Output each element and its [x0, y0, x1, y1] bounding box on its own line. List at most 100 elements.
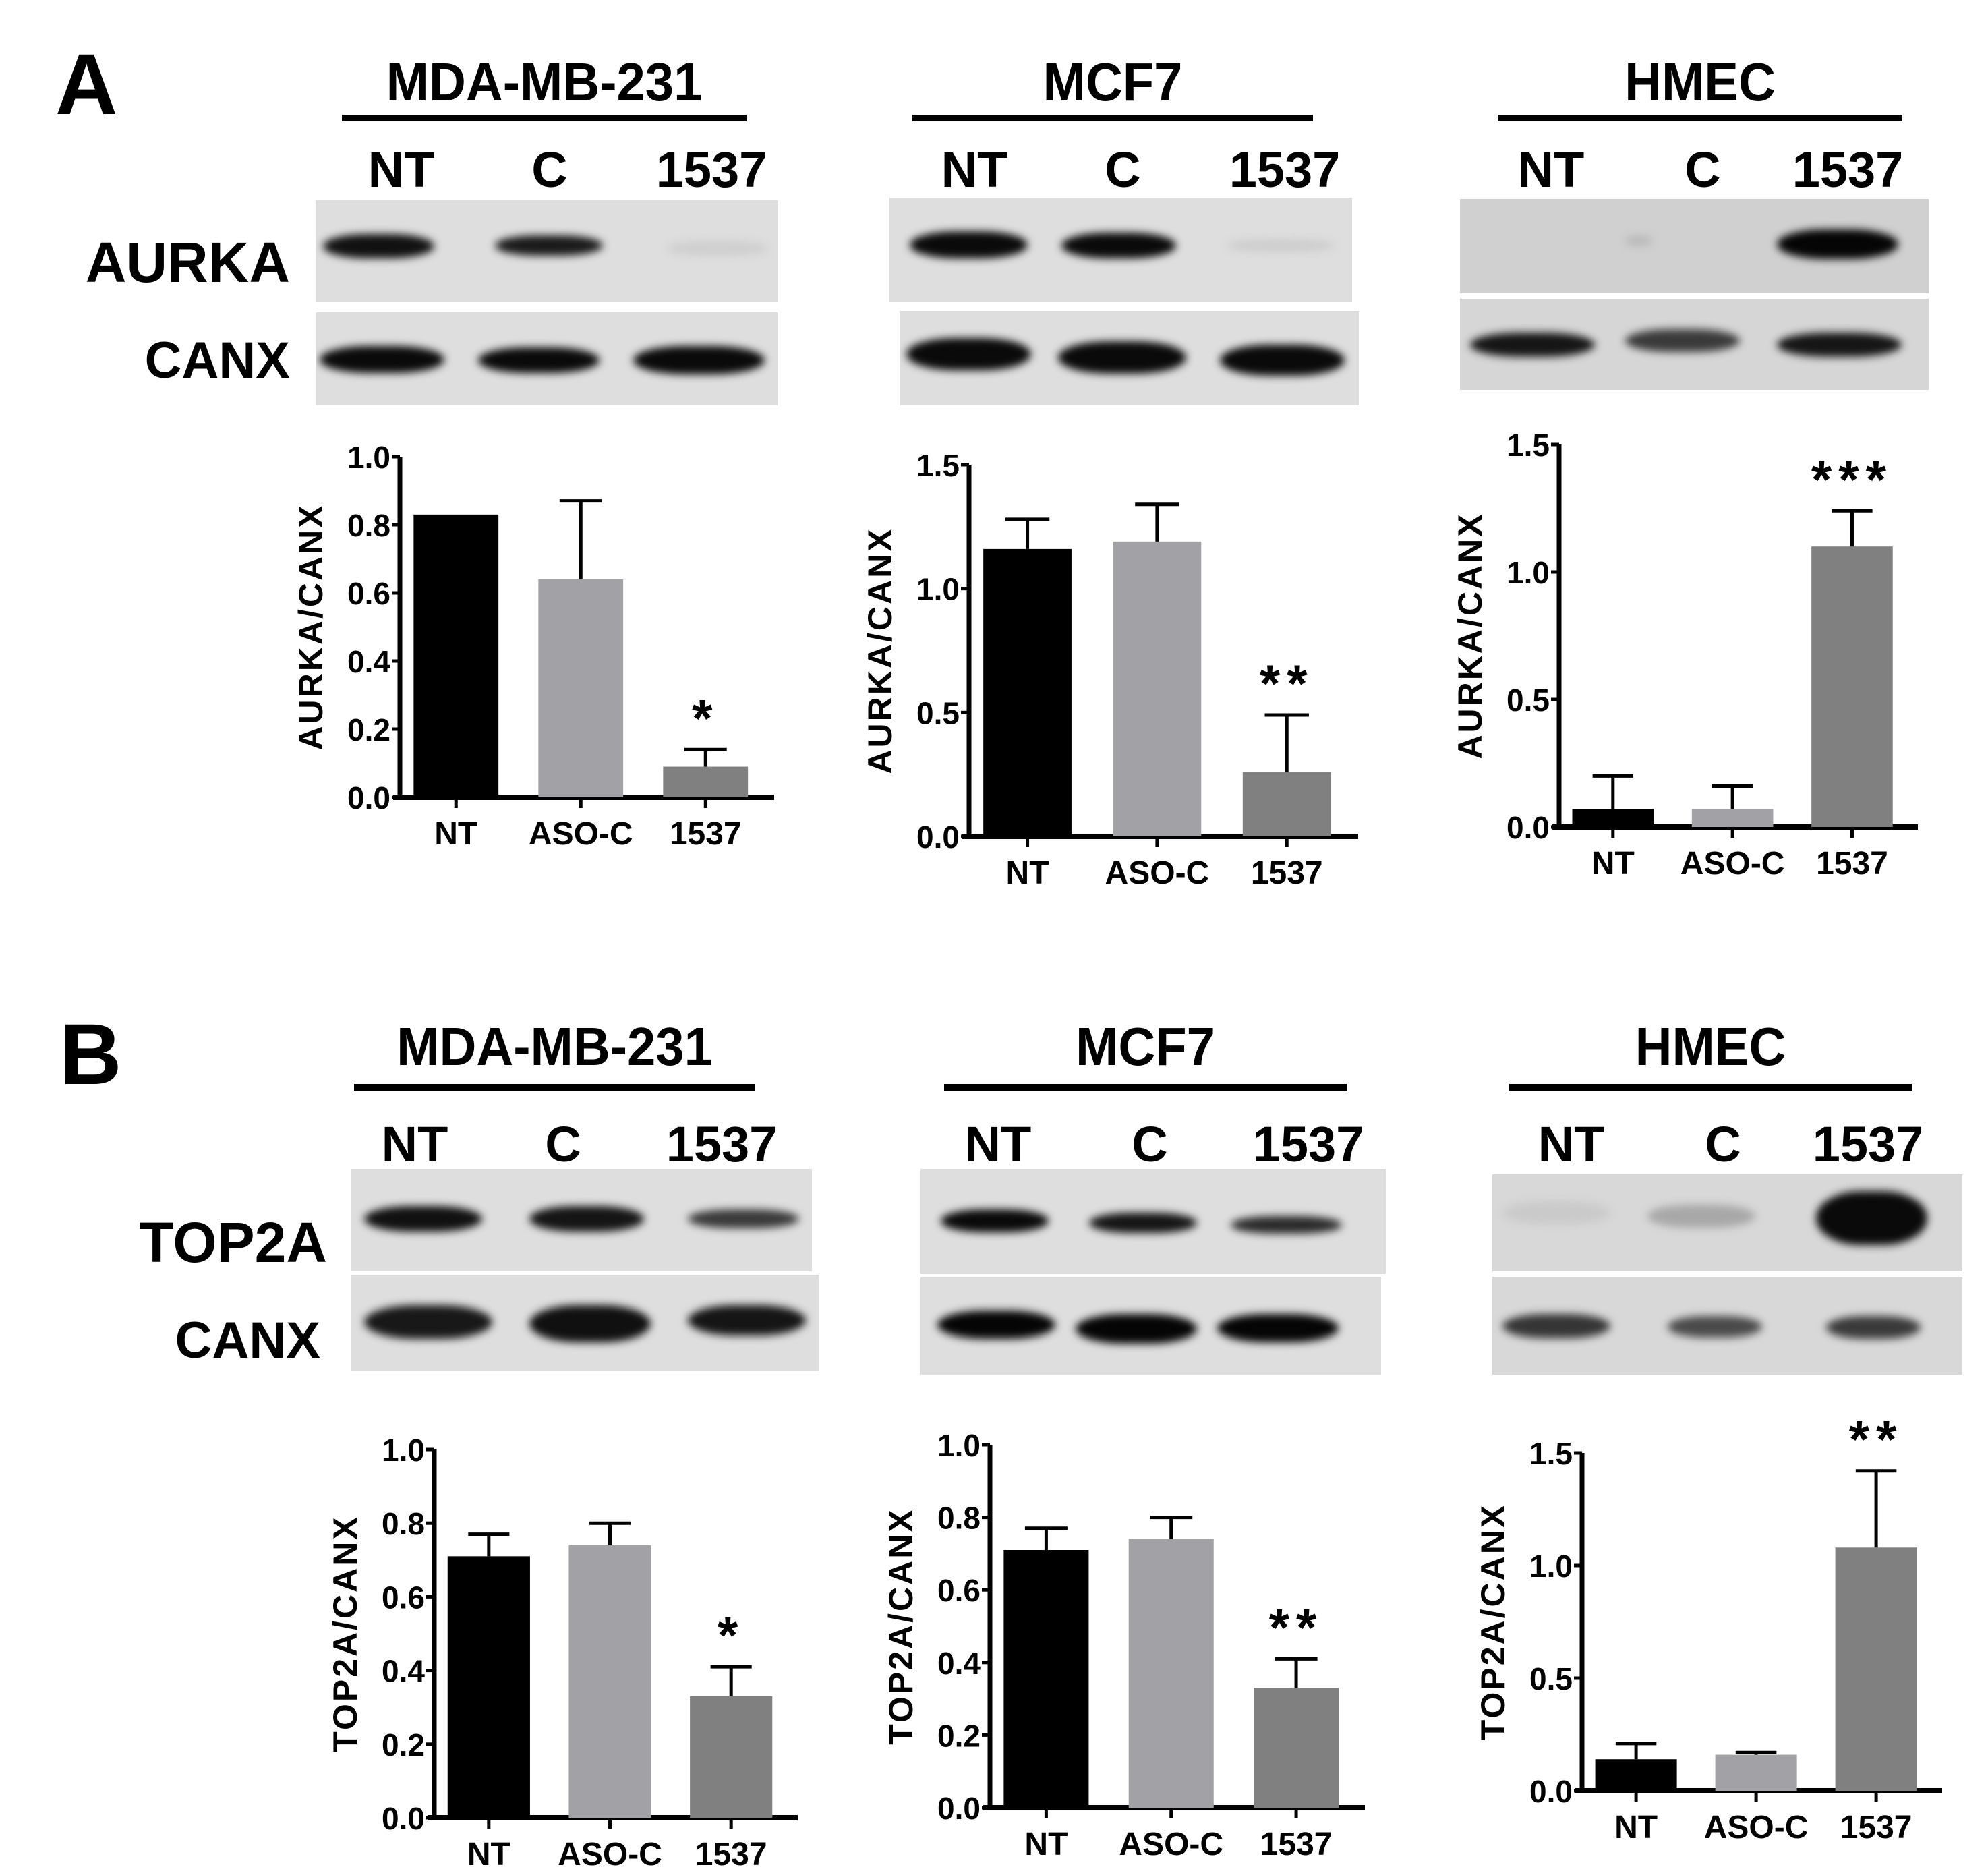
bar-aso-c — [1715, 1754, 1797, 1791]
y-tick-label: 0.0 — [1529, 1774, 1573, 1809]
y-tick-label: 0.4 — [382, 1654, 425, 1689]
y-axis-label: TOP2A/CANX — [882, 1507, 920, 1744]
x-tick-label: NT — [1614, 1810, 1658, 1845]
bar-chart-aurka-mcf7: 0.0 0.5 1.0 1.5 AURKA/CANX NT ASO-C 1537 ** — [863, 448, 1358, 890]
bar-aso-c — [1113, 541, 1202, 836]
y-axis-label: TOP2A/CANX — [326, 1515, 364, 1752]
lane-label: NT — [964, 1116, 1032, 1172]
lane-label: C — [1132, 1116, 1168, 1172]
y-tick-label: 1.0 — [382, 1433, 425, 1468]
x-tick-label: ASO-C — [1680, 846, 1785, 877]
significance-marker: *** — [1811, 449, 1893, 509]
cell-line-title: HMEC — [1635, 1016, 1786, 1076]
y-tick-label: 0.2 — [347, 712, 390, 747]
lane-label: 1537 — [655, 142, 767, 198]
bar-1537 — [1254, 1688, 1339, 1808]
cell-line-title: HMEC — [1625, 52, 1776, 112]
y-axis-label: AURKA/CANX — [292, 503, 330, 750]
y-tick-label: 1.0 — [916, 572, 960, 607]
lane-label: NT — [368, 142, 435, 198]
protein-label-top2a: TOP2A — [139, 1211, 327, 1274]
y-tick-label: 0.0 — [347, 780, 390, 815]
cell-line-title: MDA-MB-231 — [397, 1016, 713, 1076]
western-blot-top2a-hmec — [1492, 1174, 1962, 1271]
x-tick-label: ASO-C — [1704, 1810, 1809, 1845]
y-tick-label: 1.0 — [1529, 1549, 1573, 1584]
lane-label: NT — [1538, 1116, 1605, 1172]
x-tick-label: 1537 — [1816, 846, 1888, 877]
bar-chart-aurka-mda: 0.0 0.2 0.4 0.6 0.8 1.0 AURKA/CANX NT ASO-C 1537 * — [292, 440, 774, 852]
y-tick-label: 0.8 — [382, 1506, 425, 1541]
y-tick-label: 0.4 — [937, 1646, 981, 1681]
western-blot-canx-hmec — [1460, 299, 1929, 390]
y-tick-label: 0.5 — [1507, 683, 1550, 718]
bar-chart-top2a-hmec: 0.0 0.5 1.0 1.5 TOP2A/CANX NT ASO-C 1537 ** — [1474, 1416, 1942, 1845]
lane-label: 1537 — [1252, 1116, 1364, 1172]
y-tick-label: 1.5 — [1507, 428, 1550, 463]
western-blot-top2a-mcf7 — [920, 1169, 1386, 1274]
cell-line-title: MCF7 — [1076, 1016, 1215, 1076]
title-underline — [944, 1084, 1347, 1091]
lane-label: C — [1705, 1116, 1741, 1172]
lane-label: C — [545, 1116, 581, 1172]
protein-label-canx: CANX — [144, 332, 290, 389]
lane-label: C — [531, 142, 568, 198]
y-tick-label: 1.5 — [1529, 1436, 1573, 1471]
lane-label: 1537 — [1792, 142, 1904, 198]
x-tick-label: 1537 — [670, 816, 742, 852]
significance-marker: * — [718, 1605, 744, 1665]
x-tick-label: ASO-C — [1105, 855, 1210, 890]
y-tick-label: 0.2 — [382, 1727, 425, 1762]
y-tick-label: 0.2 — [937, 1718, 981, 1753]
bar-nt — [1003, 1550, 1089, 1808]
title-underline — [912, 115, 1313, 121]
lane-label: 1537 — [1812, 1116, 1924, 1172]
lane-label: NT — [941, 142, 1008, 198]
bar-chart-top2a-mcf7: 0.0 0.2 0.4 0.6 0.8 1.0 TOP2A/CANX NT ASO-C 1537 *… — [882, 1428, 1365, 1862]
lane-label: C — [1685, 142, 1721, 198]
western-blot-top2a-mda — [351, 1169, 812, 1271]
cell-line-title: MCF7 — [1043, 52, 1183, 112]
title-underline — [1498, 115, 1902, 121]
western-blot-canx-mda — [351, 1275, 819, 1371]
y-tick-label: 0.6 — [382, 1580, 425, 1615]
bar-1537 — [663, 766, 749, 797]
y-tick-label: 0.8 — [347, 508, 390, 543]
significance-marker: ** — [1849, 1416, 1904, 1469]
bar-1537 — [1811, 546, 1893, 827]
bar-aso-c — [1691, 809, 1774, 827]
x-tick-label: ASO-C — [529, 816, 633, 852]
protein-label-canx: CANX — [175, 1312, 320, 1369]
bar-1537 — [690, 1696, 773, 1818]
bar-nt — [983, 548, 1072, 836]
bar-aso-c — [568, 1545, 651, 1818]
y-tick-label: 0.6 — [937, 1573, 981, 1608]
western-blot-canx-hmec — [1492, 1277, 1962, 1375]
bar-nt — [1572, 809, 1654, 827]
x-tick-label: 1537 — [1260, 1827, 1333, 1862]
y-tick-label: 0.4 — [347, 644, 390, 679]
bar-nt — [447, 1556, 530, 1818]
y-tick-label: 0.0 — [916, 820, 960, 855]
x-tick-label: NT — [1024, 1827, 1068, 1862]
panel-letter-b: B — [59, 1006, 122, 1103]
x-tick-label: NT — [434, 816, 477, 852]
y-tick-label: 0.8 — [937, 1501, 981, 1536]
bar-1537 — [1835, 1547, 1917, 1791]
western-blot-canx-mcf7 — [920, 1277, 1381, 1375]
western-blot-canx-mda — [316, 312, 778, 405]
bar-1537 — [1242, 772, 1331, 836]
bar-aso-c — [1128, 1539, 1214, 1808]
bar-chart-top2a-mda: 0.0 0.2 0.4 0.6 0.8 1.0 TOP2A/CANX NT ASO-C 1537 * — [326, 1433, 798, 1867]
western-blot-canx-mcf7 — [900, 311, 1359, 405]
y-tick-label: 0.0 — [937, 1791, 981, 1826]
x-tick-label: NT — [467, 1837, 510, 1867]
y-tick-label: 1.0 — [347, 440, 390, 475]
lane-label: C — [1105, 142, 1141, 198]
title-underline — [342, 115, 747, 121]
x-tick-label: ASO-C — [1119, 1827, 1223, 1862]
significance-marker: * — [692, 688, 719, 747]
bar-aso-c — [538, 579, 624, 797]
y-axis-label: AURKA/CANX — [1457, 512, 1489, 759]
title-underline — [354, 1084, 755, 1091]
